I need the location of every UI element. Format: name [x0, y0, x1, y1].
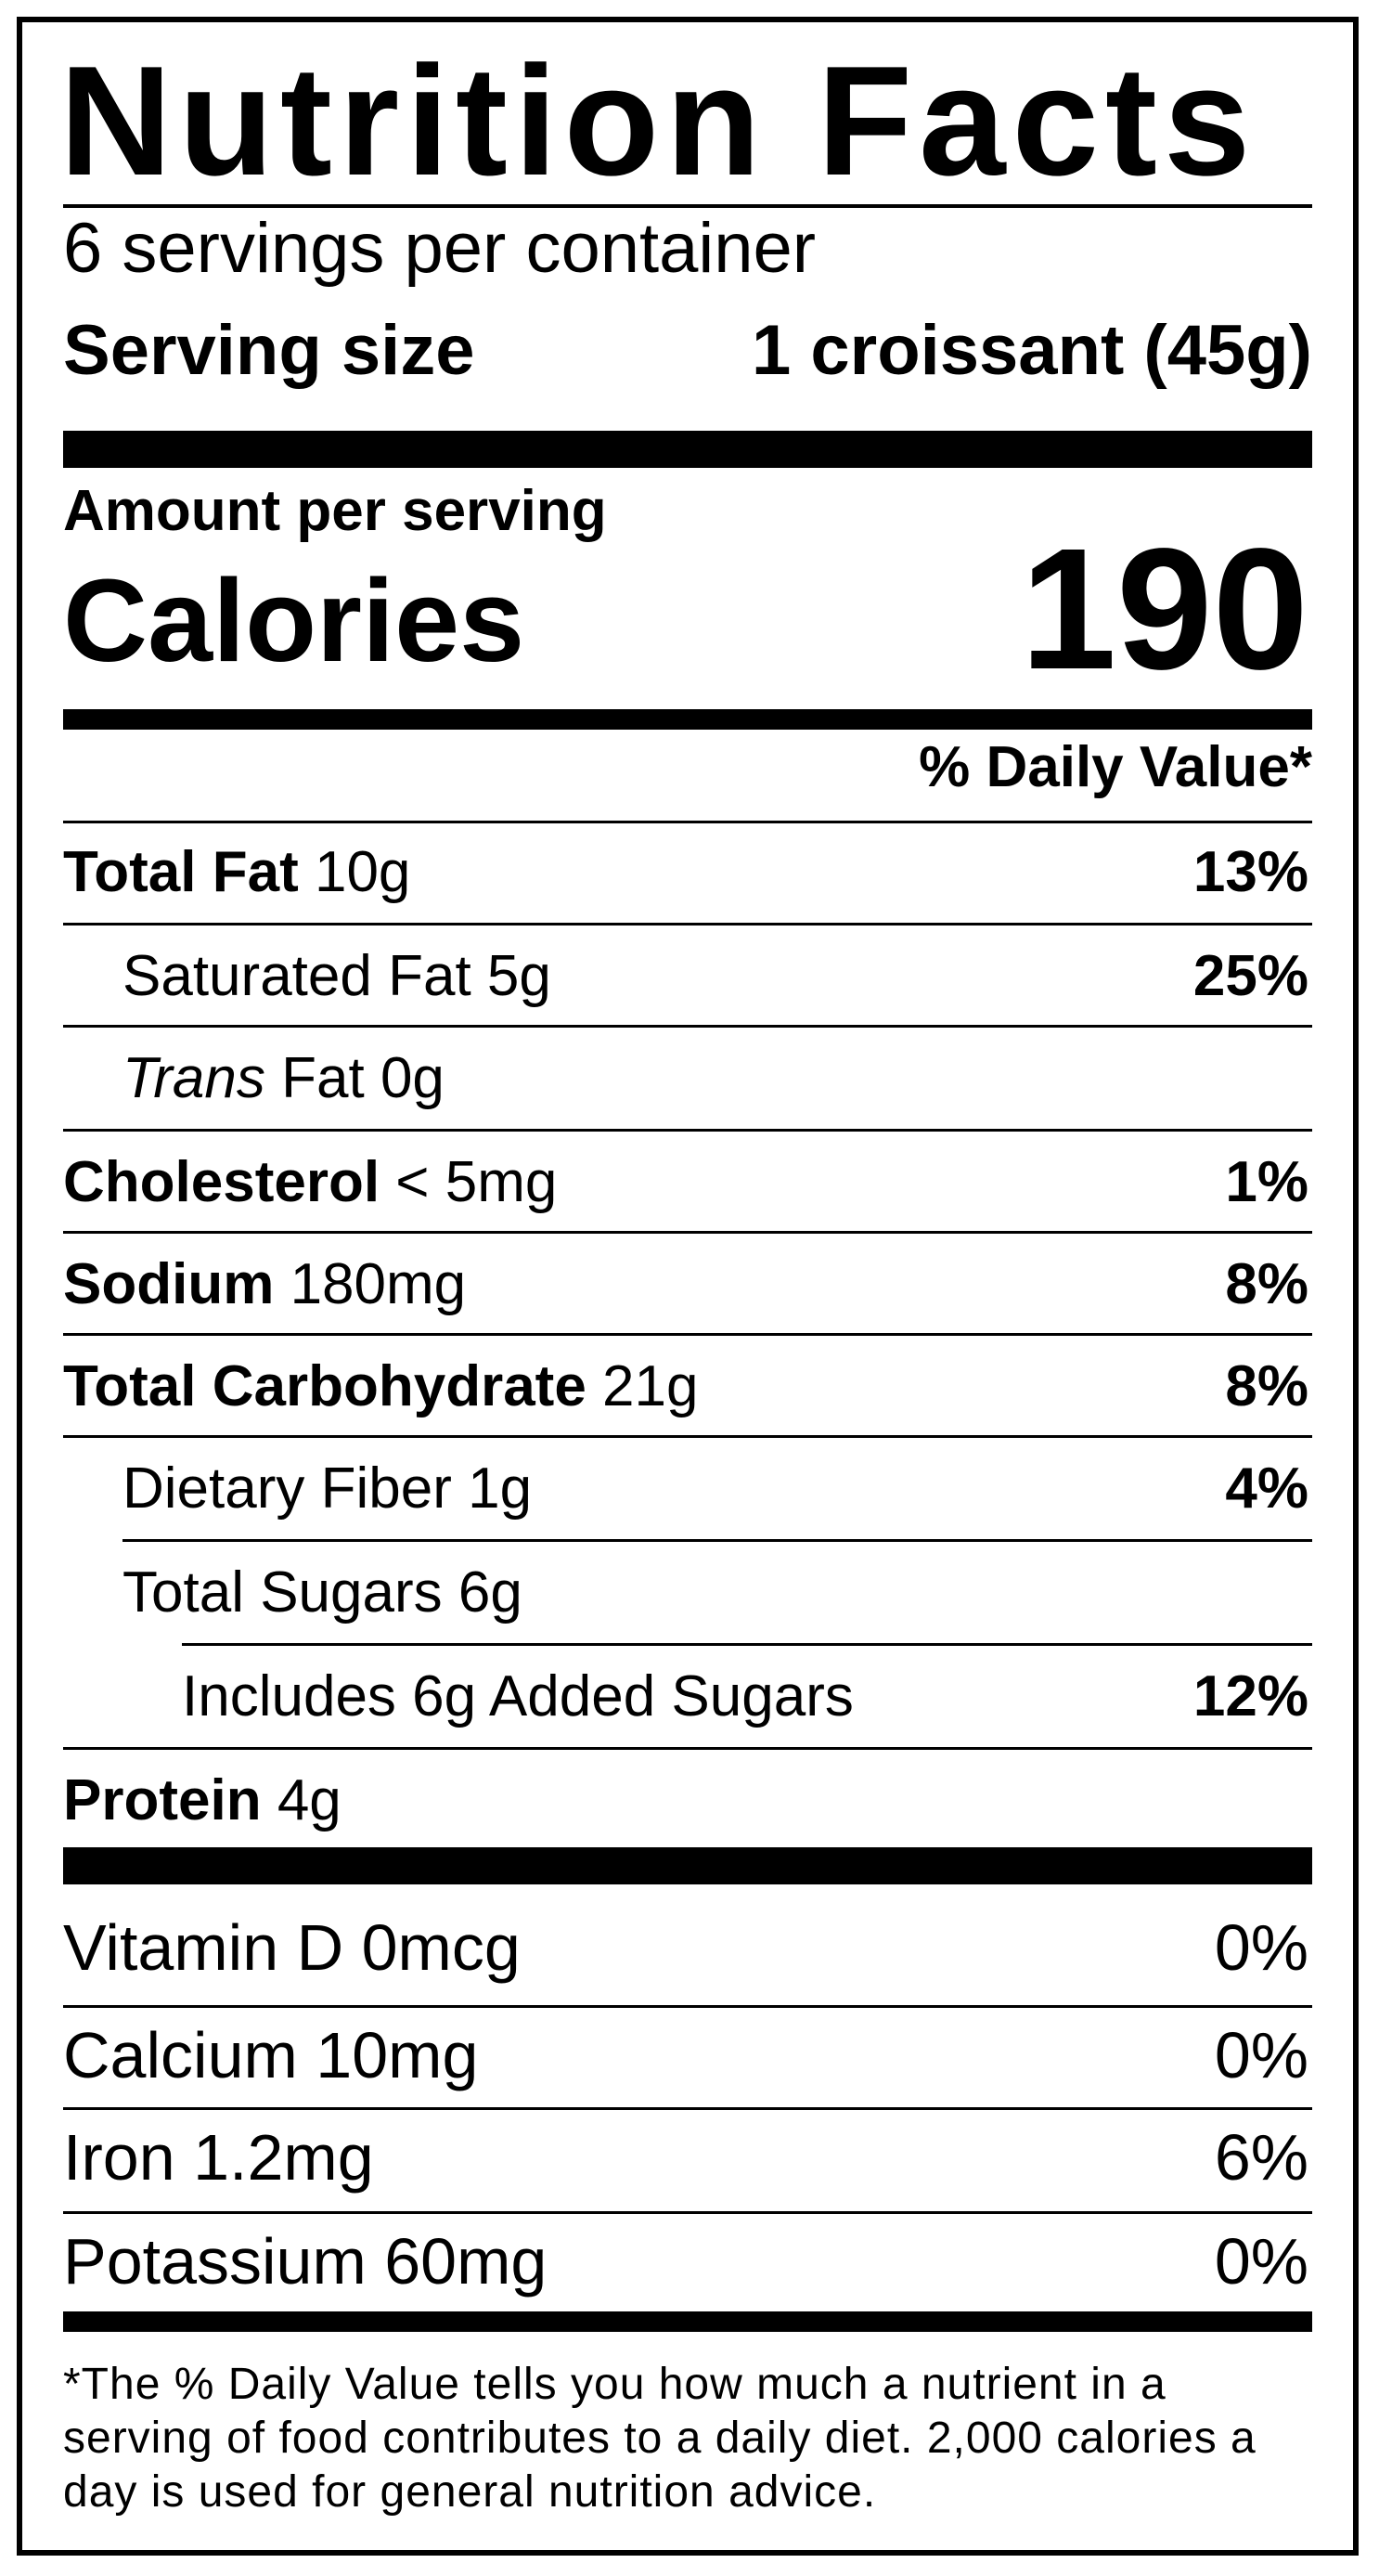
nutrient-name: Total Carbohydrate — [63, 1354, 586, 1418]
serving-size-value: 1 croissant (45g) — [752, 311, 1312, 390]
row-divider — [63, 1129, 1312, 1132]
nutrient-row-sodium: Sodium 180mg 8% — [63, 1233, 1312, 1337]
nutrient-name: Sodium — [63, 1252, 275, 1316]
vitamin-row-potassium: Potassium 60mg 0% — [63, 2209, 1312, 2313]
row-divider — [63, 1333, 1312, 1336]
row-divider — [63, 2211, 1312, 2214]
vitamin-name: Potassium — [63, 2225, 367, 2298]
row-divider — [63, 2107, 1312, 2110]
nutrient-dv: 8% — [1225, 1252, 1308, 1316]
thick-divider — [63, 1847, 1312, 1884]
nutrient-name: Protein — [63, 1768, 262, 1832]
nutrient-row-saturated-fat: Saturated Fat 5g 25% — [63, 925, 1312, 1029]
nutrient-dv: 8% — [1225, 1354, 1308, 1418]
nutrient-name: Saturated Fat — [122, 944, 471, 1008]
vitamin-name: Vitamin D — [63, 1911, 344, 1984]
vitamin-row-iron: Iron 1.2mg 6% — [63, 2105, 1312, 2209]
nutrient-row-protein: Protein 4g — [63, 1749, 1312, 1853]
nutrient-name-italic: Trans — [122, 1046, 265, 1110]
nutrition-label: Nutrition Facts 6 servings per container… — [17, 17, 1359, 2556]
row-divider — [63, 1025, 1312, 1028]
nutrient-amount: 6g — [458, 1560, 522, 1625]
nutrient-row-total-fat: Total Fat 10g 13% — [63, 821, 1312, 925]
medium-divider — [63, 2311, 1312, 2332]
divider — [63, 204, 1312, 208]
nutrient-dv: 12% — [1192, 1664, 1308, 1728]
serving-size-row: Serving size 1 croissant (45g) — [63, 316, 1312, 386]
daily-value-footnote: *The % Daily Value tells you how much a … — [63, 2360, 1257, 2517]
nutrient-amount: 10g — [314, 840, 411, 904]
nutrient-name: Total Sugars — [122, 1560, 443, 1625]
nutrient-row-total-sugars: Total Sugars 6g — [63, 1541, 1312, 1645]
row-divider — [63, 923, 1312, 926]
nutrient-name: Fat — [281, 1046, 365, 1110]
nutrient-name: Includes 6g Added Sugars — [182, 1664, 854, 1728]
vitamin-row-calcium: Calcium 10mg 0% — [63, 2003, 1312, 2107]
row-divider — [63, 1747, 1312, 1750]
row-divider — [63, 821, 1312, 823]
nutrient-amount: 4g — [277, 1768, 342, 1832]
nutrient-amount: < 5mg — [395, 1150, 558, 1214]
nutrient-amount: 1g — [468, 1456, 533, 1521]
row-divider — [63, 1231, 1312, 1234]
nutrient-name: Dietary Fiber — [122, 1456, 452, 1521]
nutrient-row-added-sugars: Includes 6g Added Sugars 12% — [63, 1645, 1312, 1749]
vitamin-name: Calcium — [63, 2019, 298, 2091]
vitamin-amount: 10mg — [316, 2019, 479, 2091]
servings-per-container: 6 servings per container — [63, 209, 817, 288]
medium-divider — [63, 709, 1312, 730]
vitamin-dv: 6% — [1214, 2121, 1308, 2194]
thick-divider — [63, 431, 1312, 468]
vitamin-amount: 0mcg — [361, 1911, 521, 1984]
nutrient-name: Total Fat — [63, 840, 299, 904]
nutrient-dv: 4% — [1225, 1456, 1308, 1521]
nutrient-dv: 1% — [1225, 1150, 1308, 1214]
vitamin-dv: 0% — [1214, 2225, 1308, 2298]
nutrient-amount: 5g — [486, 944, 551, 1008]
nutrient-row-dietary-fiber: Dietary Fiber 1g 4% — [63, 1437, 1312, 1541]
nutrient-amount: 21g — [602, 1354, 699, 1418]
amount-per-serving: Amount per serving — [63, 479, 607, 543]
vitamin-dv: 0% — [1214, 1911, 1308, 1984]
vitamin-amount: 1.2mg — [193, 2121, 374, 2194]
daily-value-header: % Daily Value* — [919, 735, 1312, 799]
nutrient-row-total-carbohydrate: Total Carbohydrate 21g 8% — [63, 1335, 1312, 1439]
vitamin-name: Iron — [63, 2121, 175, 2194]
nutrient-name: Cholesterol — [63, 1150, 380, 1214]
serving-size-label: Serving size — [63, 311, 475, 390]
vitamin-dv: 0% — [1214, 2019, 1308, 2091]
calories-label: Calories — [63, 555, 525, 686]
calories-value: 190 — [1020, 513, 1308, 705]
nutrient-amount: 180mg — [290, 1252, 467, 1316]
row-divider — [182, 1643, 1312, 1646]
vitamin-amount: 60mg — [384, 2225, 548, 2298]
nutrient-dv: 13% — [1192, 840, 1308, 904]
nutrient-dv: 25% — [1192, 944, 1308, 1008]
nutrient-row-trans-fat: Trans Fat 0g — [63, 1027, 1312, 1131]
nutrition-label-body: Nutrition Facts 6 servings per container… — [59, 22, 1312, 2550]
row-divider — [63, 1435, 1312, 1438]
nutrient-row-cholesterol: Cholesterol < 5mg 1% — [63, 1131, 1312, 1235]
label-title: Nutrition Facts — [59, 33, 1257, 208]
row-divider — [122, 1539, 1312, 1542]
vitamin-row-vitamin-d: Vitamin D 0mcg 0% — [63, 1896, 1312, 2000]
nutrient-amount: 0g — [380, 1046, 445, 1110]
row-divider — [63, 2005, 1312, 2008]
